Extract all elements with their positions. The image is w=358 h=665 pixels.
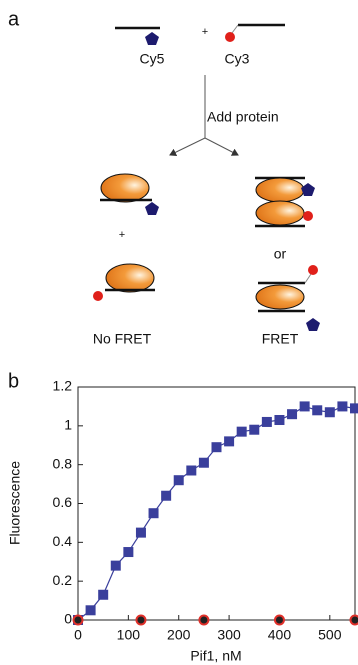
dye-label: Cy5 bbox=[140, 51, 165, 67]
data-point bbox=[161, 490, 172, 501]
y-tick-label: 0.4 bbox=[53, 533, 73, 549]
data-point bbox=[312, 405, 323, 416]
arrow bbox=[204, 137, 239, 156]
data-point bbox=[337, 401, 348, 412]
linker bbox=[231, 24, 239, 34]
step-label: Add protein bbox=[207, 109, 279, 125]
arrow bbox=[169, 137, 206, 156]
data-point bbox=[249, 424, 260, 435]
data-point bbox=[110, 560, 121, 571]
data-point bbox=[135, 614, 147, 626]
protein bbox=[105, 263, 155, 293]
cy3-dye bbox=[303, 211, 313, 221]
or-label: or bbox=[274, 246, 287, 262]
data-point bbox=[198, 614, 210, 626]
dye-label: Cy3 bbox=[225, 51, 250, 67]
data-point bbox=[324, 407, 335, 418]
x-axis-label: Pif1, nM bbox=[190, 648, 241, 664]
y-axis-label: Fluorescence bbox=[7, 461, 23, 545]
data-point bbox=[211, 442, 222, 453]
data-point bbox=[236, 426, 247, 437]
x-tick-label: 400 bbox=[268, 627, 292, 643]
cy3-dye bbox=[93, 291, 103, 301]
data-point bbox=[123, 547, 134, 558]
condition-label: No FRET bbox=[93, 331, 152, 347]
data-point bbox=[287, 409, 298, 420]
y-tick-label: 0 bbox=[64, 611, 72, 627]
condition-label: FRET bbox=[262, 331, 299, 347]
y-tick-label: 0.2 bbox=[53, 572, 73, 588]
x-tick-label: 300 bbox=[217, 627, 241, 643]
panel-label: b bbox=[8, 370, 19, 392]
data-point bbox=[186, 465, 197, 476]
protein bbox=[255, 200, 305, 226]
data-point bbox=[349, 614, 358, 626]
data-point bbox=[224, 436, 235, 447]
data-point bbox=[85, 605, 96, 616]
data-point bbox=[299, 401, 310, 412]
x-tick-label: 500 bbox=[318, 627, 342, 643]
data-point bbox=[148, 508, 159, 519]
x-tick-label: 0 bbox=[74, 627, 82, 643]
y-tick-label: 1 bbox=[64, 417, 72, 433]
cy3-dye bbox=[308, 265, 318, 275]
protein bbox=[255, 284, 305, 310]
data-point bbox=[350, 403, 358, 414]
cy3-dye bbox=[225, 32, 235, 42]
plus: + bbox=[119, 229, 125, 241]
data-point bbox=[72, 614, 84, 626]
data-point bbox=[173, 475, 184, 486]
data-point bbox=[274, 415, 285, 426]
data-point bbox=[198, 457, 209, 468]
cy5-dye bbox=[306, 318, 320, 331]
data-point bbox=[135, 527, 146, 538]
y-tick-label: 1.2 bbox=[53, 378, 73, 394]
y-tick-label: 0.6 bbox=[53, 494, 73, 510]
protein bbox=[255, 177, 305, 203]
plot-frame bbox=[77, 386, 356, 621]
linker bbox=[304, 273, 312, 284]
series-line bbox=[77, 405, 356, 621]
cy5-dye bbox=[301, 183, 315, 196]
data-point bbox=[98, 589, 109, 600]
x-tick-label: 200 bbox=[167, 627, 191, 643]
cy5-dye bbox=[145, 202, 159, 215]
data-point bbox=[261, 416, 272, 427]
y-tick-label: 0.8 bbox=[53, 455, 73, 471]
data-point bbox=[273, 614, 285, 626]
panel-label: a bbox=[8, 8, 20, 30]
cy5-dye bbox=[145, 32, 159, 45]
plus: + bbox=[202, 26, 208, 38]
x-tick-label: 100 bbox=[117, 627, 141, 643]
protein bbox=[100, 173, 150, 203]
